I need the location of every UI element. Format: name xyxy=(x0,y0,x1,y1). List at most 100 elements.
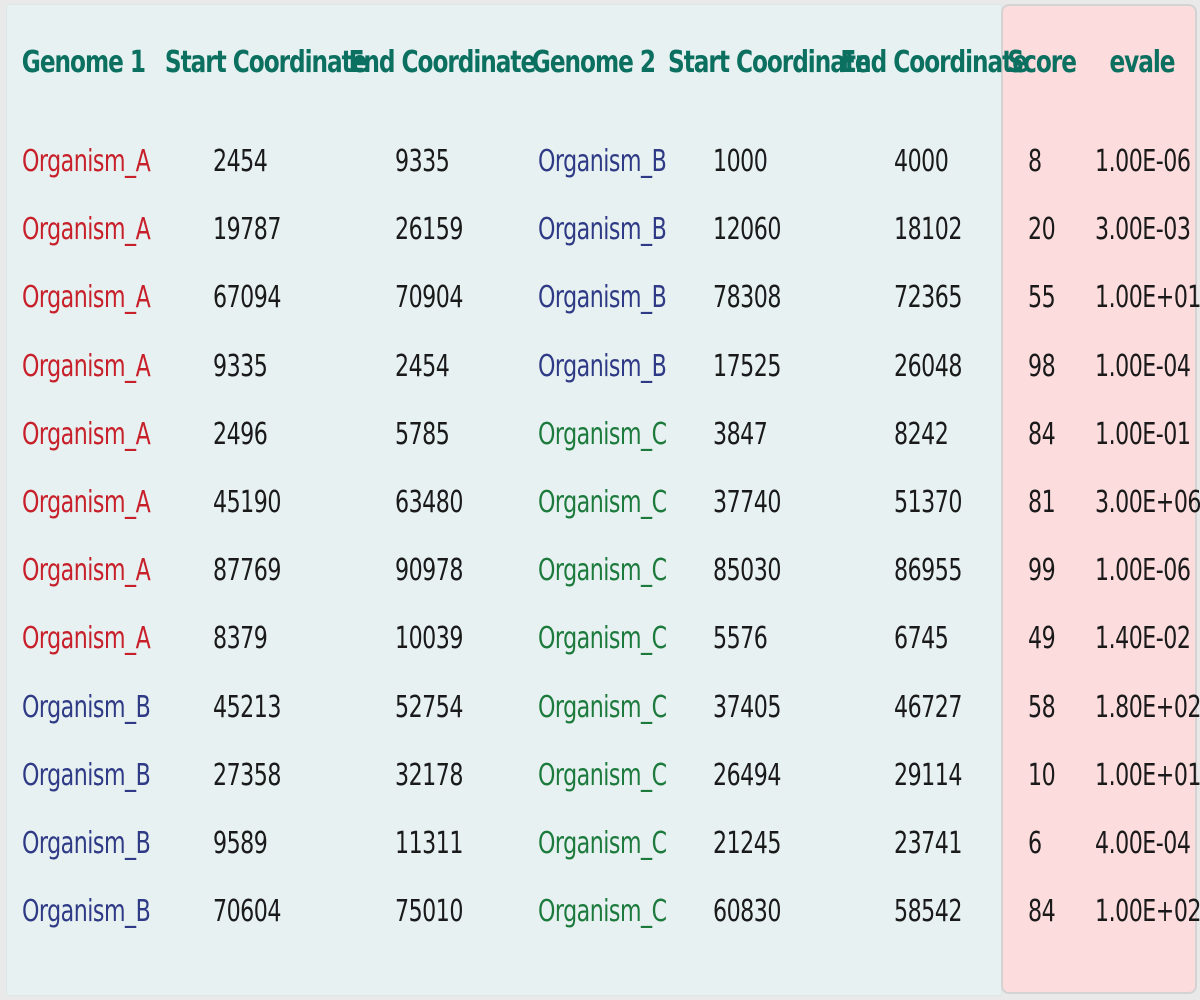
header-start-coordinate-1: Start Coordinate xyxy=(164,45,368,80)
start-2-cell: 1000 xyxy=(713,144,768,179)
genome-1-cell: Organism_B xyxy=(22,689,151,725)
evalue-cell: 1.00E+01 xyxy=(1095,280,1200,316)
end-2-cell: 29114 xyxy=(894,757,962,793)
end-2-cell: 86955 xyxy=(894,553,962,589)
genome-2-cell: Organism_C xyxy=(538,689,667,725)
end-1-cell: 5785 xyxy=(395,416,450,452)
start-2-cell: 21245 xyxy=(713,826,781,861)
start-1-cell: 27358 xyxy=(213,757,281,793)
table-row: Organism_A 8379 10039 Organism_C 5576 6745 49 1… xyxy=(0,609,1200,669)
table-row: Organism_B 27358 32178 Organism_C 26494 29114… xyxy=(0,746,1200,806)
score-panel xyxy=(1001,4,1197,994)
end-2-cell: 72365 xyxy=(894,280,962,316)
genome-1-cell: Organism_A xyxy=(22,416,151,452)
header-score: Score xyxy=(1007,45,1076,80)
end-1-cell: 32178 xyxy=(395,757,463,793)
header-genome-1: Genome 1 xyxy=(21,45,146,80)
genome-2-cell: Organism_C xyxy=(538,826,667,861)
genome-1-cell: Organism_A xyxy=(22,144,151,179)
genome-1-cell: Organism_B xyxy=(22,826,151,861)
genome-1-cell: Organism_A xyxy=(22,280,151,316)
start-2-cell: 60830 xyxy=(713,894,781,930)
genome-2-cell: Organism_C xyxy=(538,485,667,520)
end-1-cell: 10039 xyxy=(395,621,463,657)
start-1-cell: 2496 xyxy=(213,416,268,452)
evalue-cell: 3.00E-03 xyxy=(1095,212,1191,248)
header-genome-2: Genome 2 xyxy=(531,45,656,80)
evalue-cell: 1.00E+01 xyxy=(1095,757,1200,793)
start-1-cell: 87769 xyxy=(213,553,281,589)
evalue-cell: 1.00E+02 xyxy=(1095,894,1200,930)
score-cell: 81 xyxy=(1028,485,1056,520)
evalue-cell: 1.40E-02 xyxy=(1095,621,1191,657)
table-row: Organism_A 19787 26159 Organism_B 12060 18102… xyxy=(0,200,1200,260)
end-1-cell: 11311 xyxy=(395,826,463,861)
genome-1-cell: Organism_B xyxy=(22,894,151,930)
start-2-cell: 5576 xyxy=(713,621,768,657)
end-2-cell: 58542 xyxy=(894,894,962,930)
score-cell: 55 xyxy=(1028,280,1056,316)
genome-2-cell: Organism_B xyxy=(538,280,667,316)
start-2-cell: 78308 xyxy=(713,280,781,316)
evalue-cell: 3.00E+06 xyxy=(1095,485,1200,520)
start-2-cell: 37740 xyxy=(713,485,781,520)
start-1-cell: 45190 xyxy=(213,485,281,520)
genome-1-cell: Organism_A xyxy=(22,621,151,657)
evalue-cell: 1.00E-01 xyxy=(1095,416,1191,452)
evalue-cell: 1.80E+02 xyxy=(1095,689,1200,725)
start-2-cell: 26494 xyxy=(713,757,781,793)
start-1-cell: 19787 xyxy=(213,212,281,248)
genome-1-cell: Organism_A xyxy=(22,348,151,384)
end-2-cell: 8242 xyxy=(894,416,949,452)
end-1-cell: 75010 xyxy=(395,894,463,930)
genome-2-cell: Organism_C xyxy=(538,894,667,930)
table-row: Organism_A 67094 70904 Organism_B 78308 72365… xyxy=(0,268,1200,328)
evalue-cell: 1.00E-06 xyxy=(1095,144,1191,179)
genome-1-cell: Organism_A xyxy=(22,485,151,520)
start-2-cell: 17525 xyxy=(713,348,781,384)
genome-2-cell: Organism_C xyxy=(538,553,667,589)
start-1-cell: 8379 xyxy=(213,621,268,657)
score-cell: 84 xyxy=(1028,894,1056,930)
end-2-cell: 4000 xyxy=(894,144,949,179)
end-1-cell: 70904 xyxy=(395,280,463,316)
end-2-cell: 26048 xyxy=(894,348,962,384)
genome-1-cell: Organism_A xyxy=(22,212,151,248)
evalue-cell: 1.00E-04 xyxy=(1095,348,1191,384)
end-1-cell: 2454 xyxy=(395,348,450,384)
genome-2-cell: Organism_C xyxy=(538,416,667,452)
evalue-cell: 4.00E-04 xyxy=(1095,826,1191,861)
start-2-cell: 85030 xyxy=(713,553,781,589)
genome-2-cell: Organism_B xyxy=(538,212,667,248)
start-2-cell: 12060 xyxy=(713,212,781,248)
score-cell: 99 xyxy=(1028,553,1056,589)
end-2-cell: 51370 xyxy=(894,485,962,520)
table-row: Organism_A 9335 2454 Organism_B 17525 26048 98… xyxy=(0,337,1200,397)
start-2-cell: 3847 xyxy=(713,416,768,452)
start-1-cell: 2454 xyxy=(213,144,268,179)
end-2-cell: 18102 xyxy=(894,212,962,248)
start-1-cell: 9589 xyxy=(213,826,268,861)
end-1-cell: 26159 xyxy=(395,212,463,248)
score-cell: 49 xyxy=(1028,621,1056,657)
end-1-cell: 9335 xyxy=(395,144,450,179)
table-row: Organism_B 45213 52754 Organism_C 37405 46727… xyxy=(0,678,1200,738)
genome-2-cell: Organism_B xyxy=(538,348,667,384)
header-start-coordinate-2: Start Coordinate xyxy=(668,45,871,80)
start-1-cell: 67094 xyxy=(213,280,281,316)
genome-1-cell: Organism_B xyxy=(22,757,151,793)
end-2-cell: 23741 xyxy=(894,826,962,861)
end-2-cell: 46727 xyxy=(894,689,962,725)
table-row: Organism_A 2454 9335 Organism_B 1000 4000 8 1.0… xyxy=(0,132,1200,192)
table-row: Organism_A 2496 5785 Organism_C 3847 8242 84 1.… xyxy=(0,405,1200,465)
end-2-cell: 6745 xyxy=(894,621,949,657)
header-end-coordinate-1: End Coordinate xyxy=(348,45,537,80)
table-row: Organism_B 70604 75010 Organism_C 60830 58542… xyxy=(0,882,1200,942)
end-1-cell: 52754 xyxy=(395,689,463,725)
score-cell: 20 xyxy=(1028,212,1056,248)
score-cell: 6 xyxy=(1028,826,1042,861)
start-2-cell: 37405 xyxy=(713,689,781,725)
score-cell: 10 xyxy=(1028,757,1056,793)
